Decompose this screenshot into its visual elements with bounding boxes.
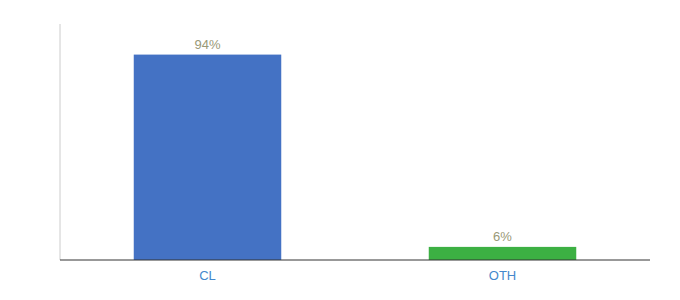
data-label: 6% [493, 229, 512, 244]
chart-container: CL OTH 94% 6% [0, 0, 680, 300]
data-labels: 94% 6% [194, 37, 512, 244]
chart-svg: CL OTH 94% 6% [0, 0, 680, 300]
bar [134, 55, 282, 260]
y-axis-line [60, 24, 61, 260]
x-axis-line [60, 260, 650, 261]
bar [429, 247, 577, 260]
bars [134, 55, 577, 260]
x-tick-label: CL [199, 268, 216, 283]
x-tick-label: OTH [489, 268, 516, 283]
axes: CL OTH [60, 24, 650, 283]
data-label: 94% [194, 37, 220, 52]
